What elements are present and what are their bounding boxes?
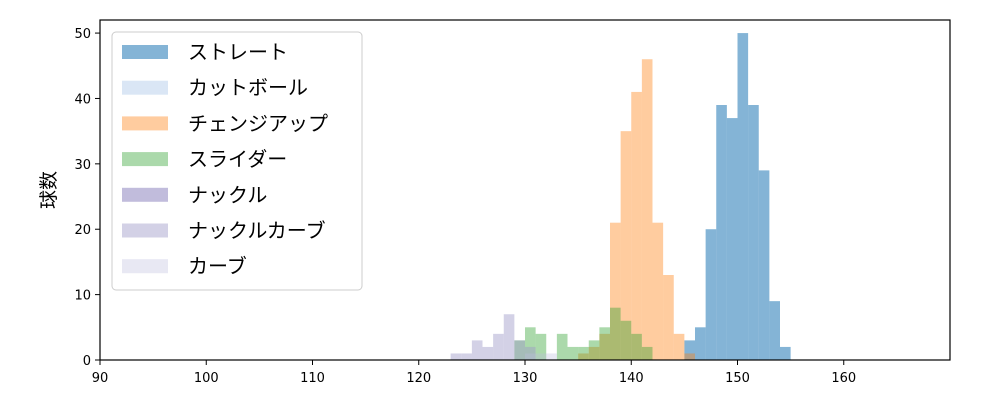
- x-tick-label: 100: [194, 371, 219, 386]
- bar: [673, 333, 685, 360]
- bar: [450, 353, 462, 360]
- bar: [578, 346, 589, 360]
- bar: [663, 275, 674, 360]
- bar: [631, 333, 642, 360]
- bar: [482, 346, 494, 360]
- x-tick-label: 130: [513, 371, 538, 386]
- bar: [620, 320, 632, 360]
- bar: [525, 346, 536, 360]
- bar: [684, 340, 695, 360]
- bar: [535, 353, 547, 360]
- bar: [471, 340, 483, 360]
- x-tick-label: 110: [300, 371, 325, 386]
- bar: [641, 346, 653, 360]
- x-tick-label: 120: [406, 371, 431, 386]
- x-tick-label: 150: [725, 371, 750, 386]
- bar: [535, 333, 547, 360]
- y-tick-label: 10: [74, 289, 91, 304]
- legend-label: カーブ: [188, 254, 247, 278]
- y-tick-label: 50: [74, 27, 91, 42]
- legend-box: [111, 31, 363, 291]
- bar: [493, 333, 504, 360]
- legend-swatch: [122, 187, 168, 202]
- histogram-bars: [450, 33, 791, 360]
- x-tick-label: 90: [92, 371, 109, 386]
- bar: [631, 91, 642, 360]
- legend-label: ナックル: [188, 183, 267, 207]
- x-tick-label: 160: [831, 371, 856, 386]
- bar: [737, 33, 749, 360]
- legend-label: カットボール: [188, 76, 308, 100]
- bar: [695, 327, 706, 360]
- legend-swatch: [122, 152, 168, 167]
- bar: [620, 131, 632, 360]
- y-tick-label: 40: [74, 92, 91, 107]
- bar: [684, 353, 695, 360]
- bar: [652, 222, 664, 360]
- legend-swatch: [122, 80, 168, 95]
- bar: [769, 301, 780, 360]
- bar: [588, 340, 600, 360]
- bar: [610, 307, 621, 360]
- bar: [461, 353, 472, 360]
- y-axis: 0 10 20 30 40 50: [74, 27, 100, 369]
- bar: [588, 346, 600, 360]
- legend-label: ナックルカーブ: [188, 219, 326, 243]
- legend-swatch: [122, 259, 168, 274]
- legend-label: ストレート: [188, 40, 288, 64]
- bar: [525, 353, 536, 360]
- bar: [599, 327, 610, 360]
- bar: [578, 353, 589, 360]
- bar: [556, 333, 568, 360]
- y-tick-label: 20: [74, 223, 91, 238]
- x-axis: 90 100 110 120 130 140 150 160: [92, 360, 856, 386]
- bar: [705, 229, 717, 360]
- bar: [748, 105, 759, 360]
- bar: [641, 59, 653, 360]
- bar: [503, 314, 515, 360]
- bar: [514, 340, 525, 360]
- bar: [780, 346, 791, 360]
- bar: [567, 346, 579, 360]
- bar: [726, 118, 738, 360]
- legend-label: スライダー: [188, 147, 287, 171]
- bar: [546, 353, 557, 360]
- y-tick-label: 0: [83, 354, 91, 369]
- legend-swatch: [122, 116, 168, 131]
- legend-swatch: [122, 45, 168, 59]
- bar: [514, 340, 525, 360]
- bar: [525, 327, 536, 360]
- y-tick-label: 30: [74, 158, 91, 173]
- y-axis-label: 球数: [38, 171, 60, 209]
- legend-swatch: [122, 223, 168, 238]
- bar: [716, 105, 727, 360]
- legend-label: チェンジアップ: [188, 111, 328, 135]
- bar: [599, 333, 610, 360]
- bar: [610, 222, 621, 360]
- x-tick-label: 140: [619, 371, 644, 386]
- bar: [758, 170, 770, 360]
